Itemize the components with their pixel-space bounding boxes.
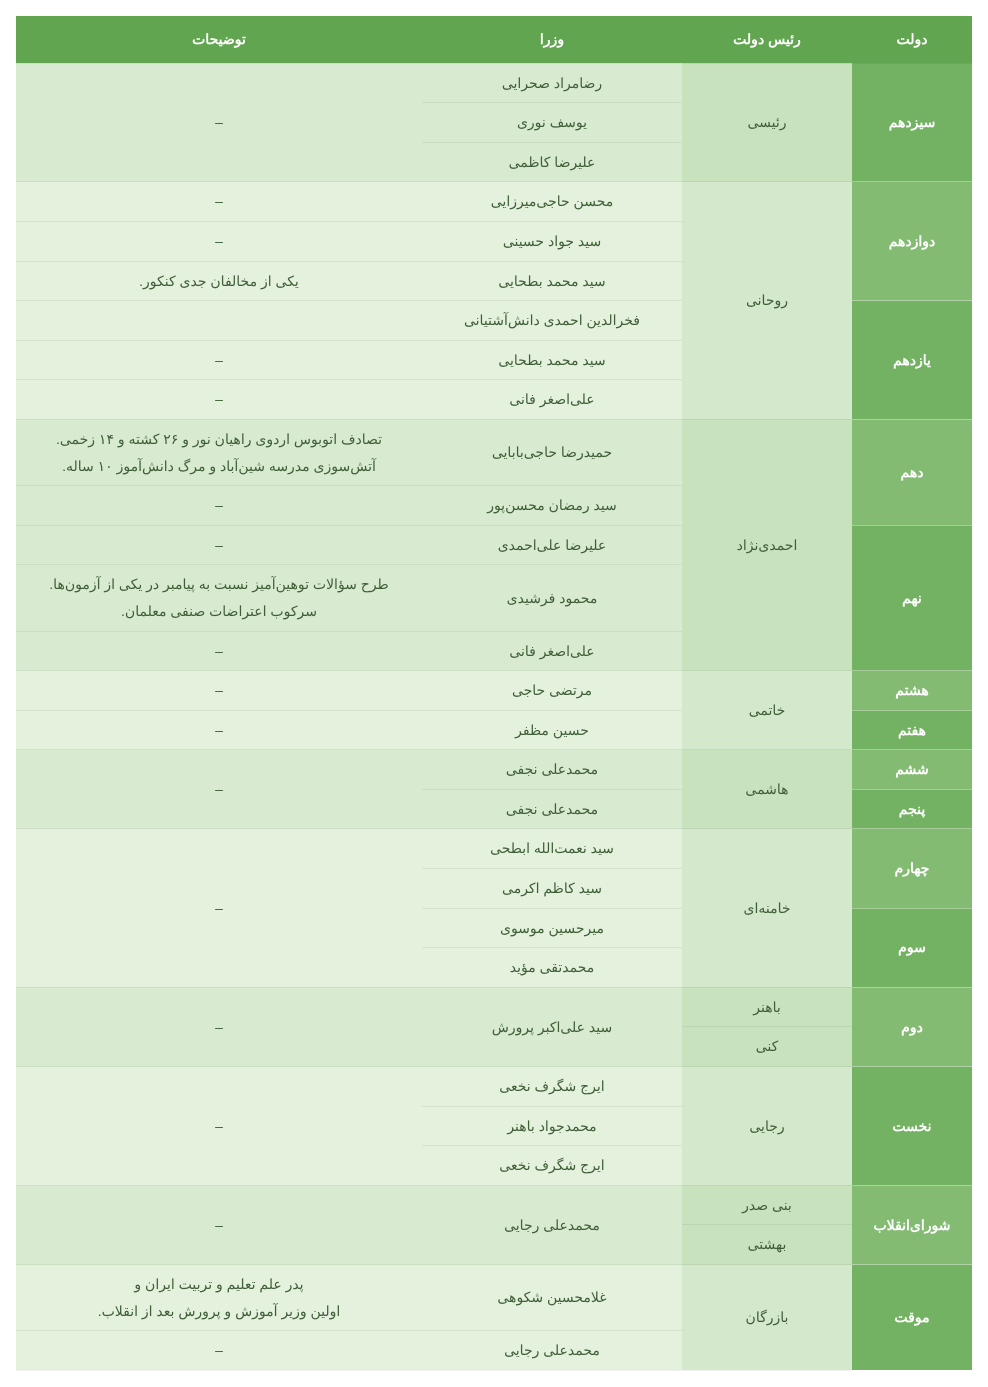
table-row: نخسترجاییایرج شگرف نخعی–	[16, 1067, 972, 1107]
government-cell: دوازدهم	[852, 182, 972, 301]
note-cell: –	[16, 221, 422, 261]
note-cell: –	[16, 671, 422, 711]
minister-cell: ایرج شگرف نخعی	[422, 1146, 682, 1186]
president-cell: بهشتی	[682, 1225, 852, 1265]
note-cell: –	[16, 1331, 422, 1371]
president-cell: احمدی‌نژاد	[682, 419, 852, 670]
table-row: سیزدهمرئیسیرضامراد صحرایی–	[16, 63, 972, 103]
government-cell: سوم	[852, 908, 972, 987]
table-row: هشتمخاتمیمرتضی حاجی–	[16, 671, 972, 711]
president-cell: خامنه‌ای	[682, 829, 852, 987]
president-cell: رجایی	[682, 1067, 852, 1186]
note-cell	[16, 301, 422, 341]
minister-cell: فخرالدین احمدی دانش‌آشتیانی	[422, 301, 682, 341]
note-cell: –	[16, 631, 422, 671]
government-cell: نهم	[852, 525, 972, 670]
note-cell: –	[16, 486, 422, 526]
table-row: دهماحمدی‌نژادحمیدرضا حاجی‌باباییتصادف ات…	[16, 419, 972, 485]
note-cell: –	[16, 1185, 422, 1264]
president-cell: هاشمی	[682, 750, 852, 829]
table-row: چهارمخامنه‌ایسید نعمت‌الله ابطحی–	[16, 829, 972, 869]
note-cell: –	[16, 710, 422, 750]
col-header-government: دولت	[852, 16, 972, 63]
minister-cell: غلامحسین شکوهی	[422, 1265, 682, 1331]
government-cell: ششم	[852, 750, 972, 790]
minister-cell: علیرضا کاظمی	[422, 142, 682, 182]
minister-cell: میرحسین موسوی	[422, 908, 682, 948]
note-cell: –	[16, 63, 422, 182]
note-cell: –	[16, 525, 422, 565]
note-cell: –	[16, 829, 422, 987]
minister-cell: مرتضی حاجی	[422, 671, 682, 711]
minister-cell: حسین مظفر	[422, 710, 682, 750]
government-cell: هشتم	[852, 671, 972, 711]
minister-cell: ایرج شگرف نخعی	[422, 1067, 682, 1107]
table-row: موقتبازرگانغلامحسین شکوهیپدر علم تعلیم و…	[16, 1265, 972, 1331]
minister-cell: سید نعمت‌الله ابطحی	[422, 829, 682, 869]
note-cell: پدر علم تعلیم و تربیت ایران و اولین وزیر…	[16, 1265, 422, 1331]
minister-cell: یوسف نوری	[422, 103, 682, 143]
minister-cell: علی‌اصغر فانی	[422, 380, 682, 420]
government-cell: نخست	[852, 1067, 972, 1186]
government-cell: چهارم	[852, 829, 972, 908]
minister-cell: محمدعلی نجفی	[422, 789, 682, 829]
note-cell: تصادف اتوبوس اردوی راهیان نور و ۲۶ کشته …	[16, 419, 422, 485]
government-cell: پنجم	[852, 789, 972, 829]
table-row: شورای‌انقلاببنی صدرمحمدعلی رجایی–	[16, 1185, 972, 1225]
minister-cell: محمدعلی رجایی	[422, 1331, 682, 1371]
government-cell: یازدهم	[852, 301, 972, 420]
minister-cell: حمیدرضا حاجی‌بابایی	[422, 419, 682, 485]
table-header: دولت رئیس دولت وزرا توضیحات	[16, 16, 972, 63]
governments-table: دولت رئیس دولت وزرا توضیحات سیزدهمرئیسیر…	[16, 16, 972, 1371]
table-row: ششمهاشمیمحمدعلی نجفی–	[16, 750, 972, 790]
minister-cell: علی‌اصغر فانی	[422, 631, 682, 671]
government-cell: هفتم	[852, 710, 972, 750]
note-cell: یکی از مخالفان جدی کنکور.	[16, 261, 422, 301]
minister-cell: سید محمد بطحایی	[422, 261, 682, 301]
president-cell: بازرگان	[682, 1265, 852, 1371]
minister-cell: سید علی‌اکبر پرورش	[422, 987, 682, 1066]
table-row: دوازدهمروحانیمحسن حاجی‌میرزایی–	[16, 182, 972, 222]
minister-cell: محمود فرشیدی	[422, 565, 682, 631]
col-header-notes: توضیحات	[16, 16, 422, 63]
note-cell: –	[16, 380, 422, 420]
minister-cell: رضامراد صحرایی	[422, 63, 682, 103]
minister-cell: محمدجواد باهنر	[422, 1106, 682, 1146]
minister-cell: علیرضا علی‌احمدی	[422, 525, 682, 565]
president-cell: رئیسی	[682, 63, 852, 182]
president-cell: روحانی	[682, 182, 852, 420]
minister-cell: سید جواد حسینی	[422, 221, 682, 261]
president-cell: خاتمی	[682, 671, 852, 750]
government-cell: شورای‌انقلاب	[852, 1185, 972, 1264]
col-header-president: رئیس دولت	[682, 16, 852, 63]
note-cell: طرح سؤالات توهین‌آمیز نسبت به پیامبر در …	[16, 565, 422, 631]
note-cell: –	[16, 750, 422, 829]
minister-cell: محمدتقی مؤید	[422, 948, 682, 988]
minister-cell: سید رمضان محسن‌پور	[422, 486, 682, 526]
president-cell: بنی صدر	[682, 1185, 852, 1225]
table-body: سیزدهمرئیسیرضامراد صحرایی–یوسف نوریعلیرض…	[16, 63, 972, 1370]
minister-cell: محمدعلی نجفی	[422, 750, 682, 790]
government-cell: دهم	[852, 419, 972, 525]
minister-cell: سید محمد بطحایی	[422, 340, 682, 380]
note-cell: –	[16, 1067, 422, 1186]
government-cell: دوم	[852, 987, 972, 1066]
table-row: دومباهنرسید علی‌اکبر پرورش–	[16, 987, 972, 1027]
minister-cell: محمدعلی رجایی	[422, 1185, 682, 1264]
note-cell: –	[16, 182, 422, 222]
president-cell: کنی	[682, 1027, 852, 1067]
minister-cell: سید کاظم اکرمی	[422, 869, 682, 909]
minister-cell: محسن حاجی‌میرزایی	[422, 182, 682, 222]
government-cell: موقت	[852, 1265, 972, 1371]
col-header-ministers: وزرا	[422, 16, 682, 63]
president-cell: باهنر	[682, 987, 852, 1027]
note-cell: –	[16, 340, 422, 380]
government-cell: سیزدهم	[852, 63, 972, 182]
note-cell: –	[16, 987, 422, 1066]
governments-table-container: دولت رئیس دولت وزرا توضیحات سیزدهمرئیسیر…	[16, 16, 972, 1371]
